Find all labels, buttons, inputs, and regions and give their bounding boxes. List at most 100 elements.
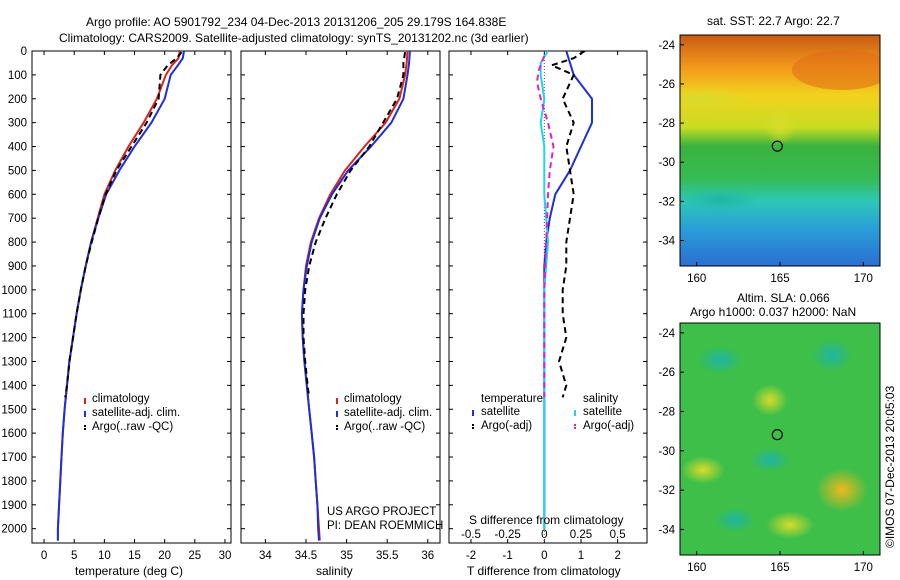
x-tick-label: 34: [259, 550, 272, 562]
temperature-xlabel: temperature (deg C): [75, 564, 183, 578]
sst-warm-patch: [762, 105, 798, 145]
y-tick-label: 1700: [1, 452, 27, 464]
series-line-satellite-adj-clim: [56, 51, 185, 541]
map-y-tick-label: -24: [658, 40, 675, 52]
difference-lines: [535, 51, 593, 543]
x-tick-label: -2: [466, 550, 476, 562]
map-x-tick-label: 160: [687, 273, 706, 285]
y-tick-label: 700: [8, 213, 27, 225]
series-line-argo-adj: [548, 51, 586, 398]
legend-satellite-label: satellite-adj. clim.: [344, 407, 432, 419]
map-x-tick-label: 170: [854, 273, 873, 285]
x-tick-label: 10: [98, 550, 111, 562]
sla-low-patch: [698, 346, 742, 374]
difference-legend: temperature satellite Argo(-adj) salinit…: [472, 393, 634, 432]
sla-low-patch: [750, 448, 790, 472]
legend-s-satellite-label: satellite: [583, 406, 622, 418]
series-line-climatology: [56, 51, 181, 541]
argo-float-marker: [771, 429, 783, 441]
legend-climatology-label: climatology: [92, 393, 150, 405]
sla-low-patch: [715, 508, 755, 532]
x-tick-label: 1: [578, 550, 584, 562]
map-y-tick-label: -28: [658, 406, 675, 418]
salinity-axes: 34 34.5 35 35.5 36: [241, 50, 440, 562]
x-tick-label: 20: [158, 550, 171, 562]
title-line2: Climatology: CARS2009. Satellite-adjuste…: [59, 31, 529, 45]
series-line-argo-raw-qc: [302, 52, 407, 398]
y-tick-label: 1600: [1, 428, 27, 440]
sla-title-line1: Altim. SLA: 0.066: [737, 291, 830, 305]
x-tick-label: 0: [541, 550, 547, 562]
x-tick-label: 35.5: [376, 550, 398, 562]
series-line-satellite: [539, 51, 550, 529]
imos-footer-stamp: ©IMOS 07-Dec-2013 20:05:03: [883, 385, 897, 548]
y-tick-label: 1100: [2, 309, 27, 321]
series-line-argo-raw-qc: [64, 51, 183, 398]
sla-high-patch: [816, 468, 868, 512]
sst-warm-patch: [680, 86, 750, 114]
y-tick-label: 1800: [1, 476, 27, 488]
y-tick-label: 200: [8, 94, 27, 106]
y-tick-label: 1400: [1, 380, 27, 392]
salinity-lines: [300, 51, 411, 541]
sst-map-title: sat. SST: 22.7 Argo: 22.7: [707, 14, 840, 28]
salinity-xlabel: salinity: [316, 564, 353, 578]
legend-t-argo-label: Argo(-adj): [481, 420, 532, 432]
y-tick-label: 500: [8, 165, 27, 177]
x2-tick-label: -0.5: [461, 529, 481, 541]
x-tick-label: 34.5: [295, 550, 317, 562]
x-tick-label: 25: [188, 550, 201, 562]
salinity-panel-frame: [240, 50, 441, 544]
y-tick-label: 1200: [1, 333, 27, 345]
sla-high-patch: [752, 384, 788, 416]
map-x-tick-label: 170: [854, 562, 873, 574]
map-y-tick-label: -26: [658, 79, 675, 91]
y-tick-label: 400: [8, 142, 27, 154]
s-difference-label: S difference from climatology: [469, 513, 624, 527]
y-tick-label: 100: [8, 70, 27, 82]
map-y-tick-label: -24: [658, 328, 675, 340]
legend-salinity-heading: salinity: [583, 393, 618, 405]
title-line1: Argo profile: AO 5901792_234 04-Dec-2013…: [86, 15, 506, 29]
y-tick-label: 1000: [1, 285, 27, 297]
legend-t-satellite-label: satellite: [481, 406, 520, 418]
y-tick-label: 0: [21, 46, 27, 58]
sla-map: [680, 323, 880, 555]
map-x-tick-label: 160: [687, 562, 706, 574]
sla-low-patch: [812, 339, 852, 371]
map-x-tick-label: 165: [770, 562, 789, 574]
map-x-tick-label: 165: [770, 273, 789, 285]
x2-tick-label: -0.25: [495, 529, 521, 541]
map-y-tick-label: -32: [658, 196, 675, 208]
sst-map: [680, 35, 880, 266]
map-y-tick-label: -30: [658, 446, 675, 458]
project-annotation: US ARGO PROJECT: [327, 506, 436, 518]
sla-title-line2: Argo h1000: 0.037 h2000: NaN: [690, 305, 856, 319]
sst-map-axes: 160 165 170 -24 -26 -28 -30 -32 -34: [658, 40, 873, 285]
pi-annotation: PI: DEAN ROEMMICH: [327, 520, 443, 532]
legend-argo-label: Argo(..raw -QC): [344, 421, 425, 433]
y-tick-label: 800: [8, 237, 27, 249]
y-tick-label: 900: [8, 261, 27, 273]
map-y-tick-label: -28: [658, 118, 675, 130]
x2-tick-label: 0.25: [570, 529, 592, 541]
map-y-tick-label: -34: [658, 236, 675, 248]
sla-map-axes: 160 165 170 -24 -26 -28 -30 -32 -34: [658, 328, 873, 574]
series-line-satellite-adj-clim: [300, 51, 411, 541]
x-tick-label: 35: [340, 550, 353, 562]
y-tick-label: 600: [8, 189, 27, 201]
legend-s-argo-label: Argo(-adj): [583, 420, 634, 432]
legend-satellite-label: satellite-adj. clim.: [92, 407, 180, 419]
map-y-tick-label: -32: [658, 485, 675, 497]
map-y-tick-label: -26: [658, 367, 675, 379]
temperature-lines: [56, 51, 185, 541]
x-tick-label: 2: [614, 550, 620, 562]
x-tick-label: 5: [71, 550, 77, 562]
argo-float-marker: [771, 140, 783, 152]
y-tick-label: 1900: [1, 500, 27, 512]
sst-warm-patch: [792, 50, 880, 90]
sst-cool-patch: [680, 188, 760, 212]
series-line-satellite: [543, 51, 593, 529]
x-tick-label: 30: [219, 550, 232, 562]
